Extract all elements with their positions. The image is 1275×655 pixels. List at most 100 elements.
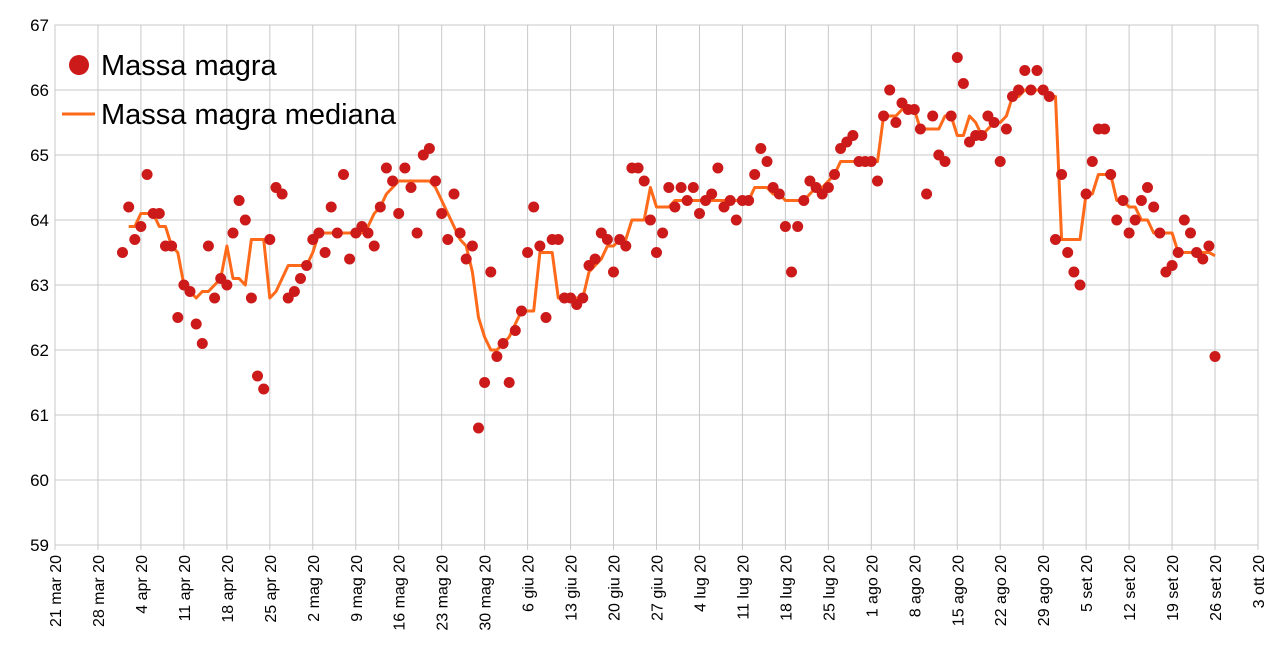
data-point <box>1019 65 1031 76</box>
data-point <box>196 338 208 349</box>
data-point <box>172 312 184 323</box>
data-point <box>491 351 503 362</box>
data-point <box>779 221 791 232</box>
data-point <box>141 169 153 180</box>
data-point <box>1166 260 1178 271</box>
data-point <box>1025 84 1037 96</box>
y-axis: 59 60 61 62 63 64 65 66 67 <box>30 16 49 555</box>
data-point <box>601 234 613 245</box>
x-tick-label: 23 mag 20 <box>435 555 452 631</box>
x-tick-label: 4 apr 20 <box>134 555 151 614</box>
data-point <box>773 188 785 200</box>
data-point <box>245 292 257 304</box>
data-point <box>184 286 196 297</box>
data-point <box>460 253 472 265</box>
data-point <box>577 292 589 304</box>
data-point <box>534 240 546 252</box>
data-point <box>681 195 693 206</box>
x-tick-label: 11 lug 20 <box>735 555 752 620</box>
x-tick-label: 3 ott 20 <box>1251 555 1268 608</box>
data-point <box>399 162 411 174</box>
data-point <box>988 117 1000 128</box>
data-point <box>638 175 650 187</box>
data-point <box>221 279 233 291</box>
y-tick-label: 64 <box>30 211 49 230</box>
x-tick-label: 16 mag 20 <box>392 555 409 631</box>
x-tick-label: 8 ago 20 <box>907 555 924 617</box>
data-point <box>1074 279 1086 291</box>
x-tick-label: 13 giu 20 <box>564 555 581 621</box>
data-point <box>786 266 797 278</box>
data-point <box>749 169 761 180</box>
data-point <box>528 201 540 213</box>
data-point <box>890 117 902 128</box>
legend-label-line: Massa magra mediana <box>101 99 397 131</box>
data-point <box>687 182 699 193</box>
data-point <box>473 422 484 434</box>
legend: Massa magra Massa magra mediana <box>62 50 397 131</box>
data-point <box>914 123 926 135</box>
data-point <box>313 227 325 239</box>
x-tick-label: 27 giu 20 <box>650 555 667 621</box>
data-point <box>1185 227 1196 239</box>
data-point <box>1123 227 1135 239</box>
data-point <box>620 240 632 252</box>
data-point <box>657 227 669 239</box>
y-tick-label: 59 <box>30 536 49 555</box>
data-point <box>921 188 933 200</box>
data-point <box>522 247 534 258</box>
legend-label-points: Massa magra <box>101 50 278 82</box>
data-point <box>264 234 276 245</box>
y-tick-label: 60 <box>30 471 49 490</box>
data-point <box>288 286 300 297</box>
data-point <box>872 175 883 187</box>
y-tick-label: 63 <box>30 276 49 295</box>
x-tick-label: 12 set 20 <box>1122 555 1139 621</box>
data-point <box>117 247 128 258</box>
data-point <box>1142 182 1153 193</box>
y-tick-label: 66 <box>30 81 49 100</box>
data-point <box>123 201 135 213</box>
data-point <box>338 169 349 180</box>
data-point <box>884 84 896 96</box>
y-tick-label: 65 <box>30 146 49 165</box>
data-point <box>792 221 804 232</box>
x-tick-label: 9 mag 20 <box>349 555 366 622</box>
data-point <box>976 130 988 141</box>
x-tick-label: 15 ago 20 <box>950 555 967 626</box>
data-point <box>1099 123 1111 135</box>
data-point <box>276 188 288 200</box>
data-point <box>344 253 356 265</box>
data-point <box>730 214 742 226</box>
data-point <box>669 201 681 213</box>
data-point <box>442 234 454 245</box>
data-point <box>761 156 773 167</box>
data-point <box>1111 214 1123 226</box>
data-point <box>865 156 877 167</box>
data-point <box>755 143 767 154</box>
data-point <box>368 240 380 252</box>
x-tick-label: 5 set 20 <box>1079 555 1096 612</box>
x-tick-label: 25 lug 20 <box>821 555 838 621</box>
data-point <box>908 104 920 115</box>
data-point <box>589 253 601 265</box>
data-point <box>743 195 755 206</box>
data-point <box>166 240 178 252</box>
x-tick-label: 29 ago 20 <box>1036 555 1053 626</box>
data-point <box>430 175 441 187</box>
data-point <box>374 201 386 213</box>
x-tick-label: 2 mag 20 <box>306 555 323 622</box>
x-tick-label: 4 lug 20 <box>692 555 709 612</box>
data-point <box>233 195 245 206</box>
x-tick-label: 1 ago 20 <box>864 555 881 617</box>
data-point <box>945 110 957 122</box>
x-tick-label: 21 mar 20 <box>48 555 65 627</box>
data-point <box>1197 253 1209 265</box>
data-point <box>423 143 435 154</box>
lean-mass-points-series <box>117 52 1221 434</box>
data-point <box>252 370 263 382</box>
data-point <box>325 201 337 213</box>
data-point <box>927 110 939 122</box>
y-tick-label: 67 <box>30 16 49 35</box>
data-point <box>706 188 718 200</box>
